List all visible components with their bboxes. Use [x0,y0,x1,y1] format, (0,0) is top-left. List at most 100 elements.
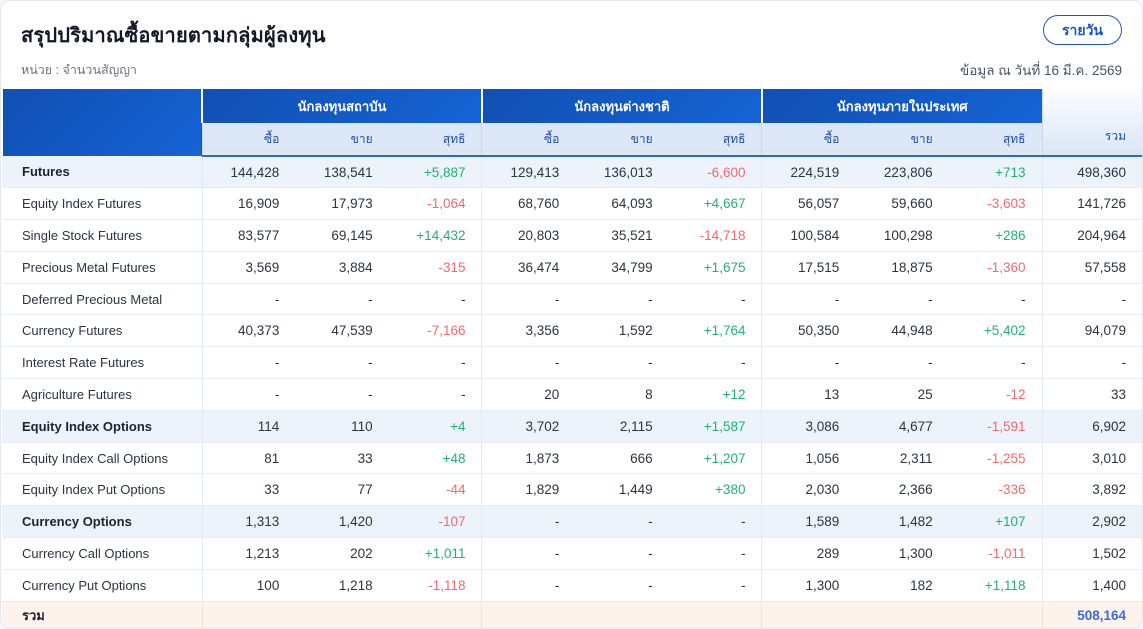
cell-total: - [1041,283,1142,316]
cell-buy: 100 [201,569,296,602]
table-footer: รวม 508,164 [2,600,1142,628]
cell-sell: - [855,283,949,316]
cell-buy: - [481,505,576,539]
cell-buy: 1,056 [761,442,856,475]
cell-sell: 2,115 [575,410,669,443]
cell-sell: 34,799 [575,251,669,284]
cell-sell: 666 [575,442,669,475]
corner-cell [1,89,202,156]
table-row: Equity Index Options 114 110 +4 3,702 2,115 +1… [2,410,1142,443]
grand-total-label: รวม [2,600,202,628]
cell-total: 2,902 [1041,505,1142,539]
cell-sell: - [575,346,669,380]
subheader-buy: ซื้อ [761,123,856,157]
cell-buy: 1,873 [481,442,576,475]
table-row: Deferred Precious Metal - - - - - - - - - - [2,283,1142,316]
total-column-header: รวม [1041,89,1142,157]
cell-buy: 289 [761,537,856,570]
cell-sell: 4,677 [855,410,949,443]
table-row: Currency Futures 40,373 47,539 -7,166 3,356 1… [2,314,1142,348]
row-label: Equity Index Put Options [2,473,202,507]
cell-sell: 182 [855,569,949,602]
cell-buy: 83,577 [201,219,296,252]
row-label: Currency Options [2,505,202,539]
row-label: Precious Metal Futures [2,251,202,284]
cell-net: +5,402 [948,314,1042,348]
cell-sell: 2,311 [855,442,949,475]
cell-sell: 1,449 [575,473,669,507]
sub-header-row: ซื้อ ขาย สุทธิ ซื้อ ขาย สุทธิ ซื้อ ขาย ส… [2,123,1142,157]
subheader-net: สุทธิ [668,123,762,157]
cell-buy: - [481,346,576,380]
daily-period-button[interactable]: รายวัน [1042,15,1122,45]
row-label: Single Stock Futures [2,219,202,252]
table-row: Equity Index Put Options 33 77 -44 1,829 1,44… [2,473,1142,507]
cell-net: - [948,346,1042,380]
cell-net: - [668,537,762,570]
cell-net: - [948,283,1042,316]
footer-spacer [481,600,762,628]
cell-buy: 224,519 [761,156,856,189]
subheader-net: สุทธิ [388,123,482,157]
table-row: Currency Options 1,313 1,420 -107- - -1,589 1,… [2,505,1142,539]
table-row: Precious Metal Futures 3,569 3,884 -315 36,4… [2,251,1142,284]
table-body: Futures 144,428 138,541 +5,887 129,413 136,01… [2,156,1142,602]
cell-sell: 25 [855,378,949,411]
cell-buy: 3,569 [201,251,296,284]
page-title: สรุปปริมาณซื้อขายตามกลุ่มผู้ลงทุน [21,25,326,47]
group-header-foreign: นักลงทุนต่างชาติ [480,89,762,123]
cell-sell: 33 [295,442,389,475]
cell-sell: 1,482 [855,505,949,539]
cell-buy: 1,313 [201,505,296,539]
cell-net: -14,718 [668,219,762,252]
group-header-row: นักลงทุนสถาบัน นักลงทุนต่างชาติ นักลงทุน… [1,89,1142,157]
footer-spacer [201,600,482,628]
row-label: Agriculture Futures [2,378,202,411]
cell-sell: 110 [295,410,389,443]
cell-sell: - [295,346,389,380]
cell-net: +14,432 [388,219,482,252]
cell-net: +12 [668,378,762,411]
cell-buy: 40,373 [201,314,296,348]
cell-net: - [668,505,762,539]
row-label: Interest Rate Futures [2,346,202,380]
cell-total: 3,010 [1041,442,1142,475]
table-row: Interest Rate Futures - - - - - - - - - - [2,346,1142,380]
cell-net: -107 [388,505,482,539]
grand-total-value: 508,164 [1041,600,1142,628]
page-header: สรุปปริมาณซื้อขายตามกลุ่มผู้ลงทุน รายวัน… [1,1,1142,89]
cell-sell: - [575,537,669,570]
row-label: Deferred Precious Metal [2,283,202,316]
cell-net: +286 [948,219,1042,252]
cell-buy: 13 [761,378,856,411]
cell-net: +1,675 [668,251,762,284]
cell-net: - [388,378,482,411]
cell-net: -315 [388,251,482,284]
cell-buy: 17,515 [761,251,856,284]
cell-sell: 59,660 [855,187,949,221]
table-row: Equity Index Futures 16,909 17,973 -1,064 68… [2,187,1142,221]
cell-net: -1,011 [948,537,1042,570]
cell-buy: 50,350 [761,314,856,348]
table-row: Equity Index Call Options 81 33 +48 1,873 666… [2,442,1142,475]
cell-buy: 3,702 [481,410,576,443]
cell-sell: 35,521 [575,219,669,252]
cell-net: -7,166 [388,314,482,348]
cell-net: +48 [388,442,482,475]
cell-net: -3,603 [948,187,1042,221]
cell-buy: 1,300 [761,569,856,602]
cell-net: -1,360 [948,251,1042,284]
row-label: Futures [2,156,202,189]
investor-volume-table: นักลงทุนสถาบัน นักลงทุนต่างชาติ นักลงทุน… [1,89,1142,628]
row-label: Equity Index Call Options [2,442,202,475]
cell-total: 94,079 [1041,314,1142,348]
cell-total: 6,902 [1041,410,1142,443]
cell-buy: 1,589 [761,505,856,539]
cell-net: -1,255 [948,442,1042,475]
row-label: Currency Futures [2,314,202,348]
cell-total: 3,892 [1041,473,1142,507]
cell-buy: 20 [481,378,576,411]
cell-net: - [668,283,762,316]
cell-sell: - [295,283,389,316]
